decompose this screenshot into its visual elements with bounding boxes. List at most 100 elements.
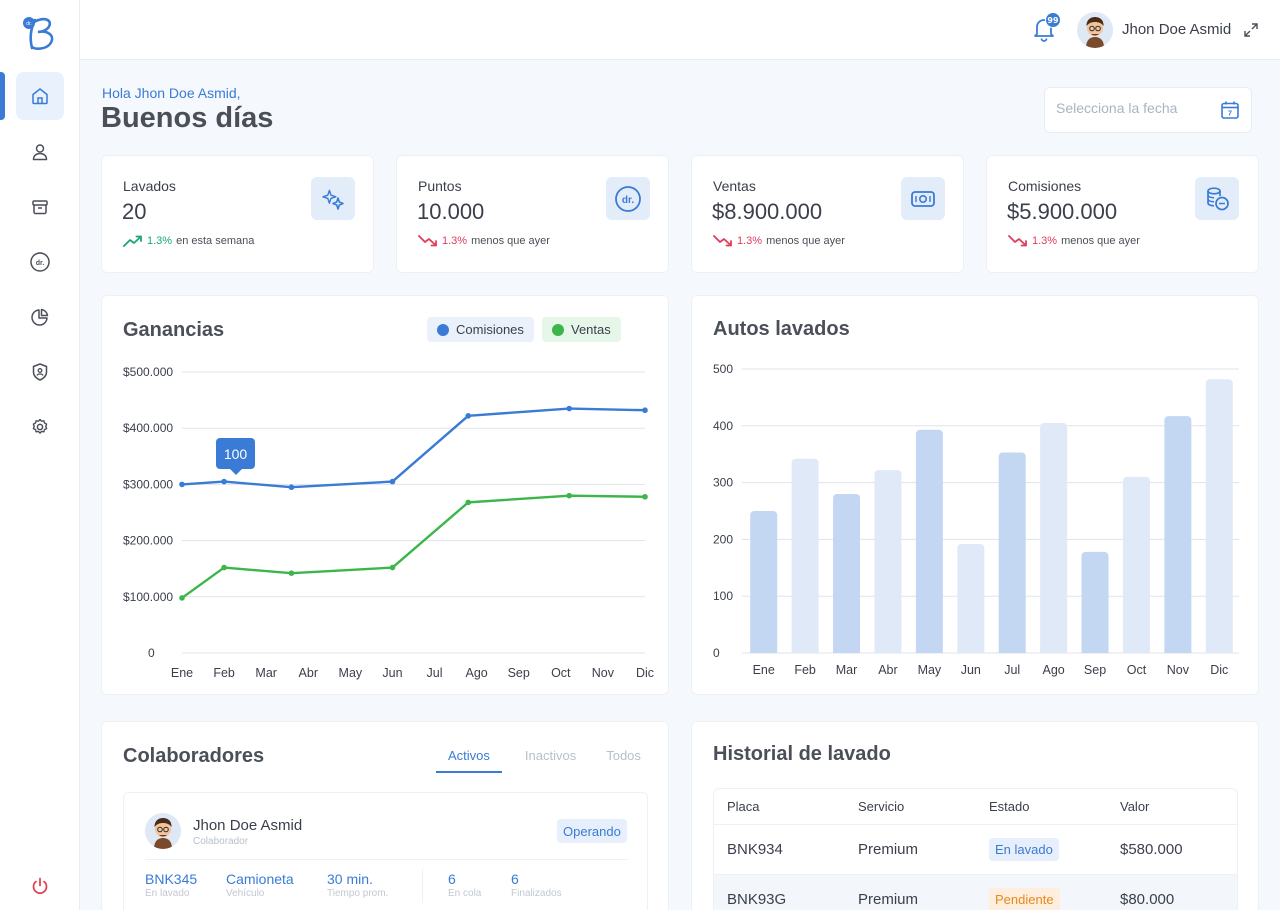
x-tick-label: Jun (961, 663, 981, 677)
stat-trend: 1.3% menos que ayer (1008, 235, 1140, 247)
dr-coin-icon: dr. (606, 177, 650, 220)
y-tick-label: 400 (713, 419, 733, 433)
cell-servicio: Premium (858, 891, 919, 908)
bar (750, 511, 778, 653)
table-header: Placa Servicio Estado Valor (714, 789, 1237, 825)
x-tick-label: Jun (382, 666, 402, 680)
x-tick-label: Feb (213, 666, 235, 680)
box-icon (32, 200, 48, 215)
greeting-hello: Hola Jhon Doe Asmid, (102, 85, 241, 101)
nav-security[interactable] (16, 348, 64, 396)
legend-ventas[interactable]: Ventas (542, 317, 621, 342)
y-tick-label: 0 (148, 646, 155, 660)
bar (1164, 416, 1192, 653)
x-tick-label: Sep (1084, 663, 1106, 677)
x-tick-label: May (339, 666, 363, 680)
date-picker[interactable]: 7 (1044, 87, 1252, 133)
stat-percent: 1.3% (1032, 235, 1058, 247)
bar (1122, 476, 1150, 653)
cell-placa: BNK934 (727, 841, 783, 858)
stat-trend: 1.3% menos que ayer (713, 235, 845, 247)
metric-queue: 6 En cola (448, 871, 481, 899)
x-tick-label: Ago (1043, 663, 1065, 677)
stat-value: $5.900.000 (1007, 199, 1118, 224)
date-input[interactable] (1056, 100, 1216, 116)
brand-b-logo-icon[interactable]: dr. (22, 14, 58, 52)
sparkle-icon (311, 177, 355, 220)
column-header[interactable]: Placa (727, 799, 760, 814)
y-tick-label: $100.000 (123, 590, 173, 604)
table-row[interactable]: BNK93G Premium Pendiente $80.000 (714, 875, 1237, 910)
column-header[interactable]: Servicio (858, 799, 905, 814)
x-tick-label: Oct (551, 666, 571, 680)
data-point (465, 413, 472, 419)
tab-todos[interactable]: Todos (606, 748, 641, 763)
stat-value: 20 (122, 199, 147, 224)
collaborator-name: Jhon Doe Asmid (193, 817, 303, 834)
logout-button[interactable] (28, 874, 52, 898)
gear-icon (32, 418, 48, 434)
nav-settings[interactable] (16, 403, 64, 451)
data-point (566, 405, 573, 412)
cell-valor: $580.000 (1120, 841, 1183, 858)
metric-value: BNK345 (145, 871, 198, 887)
metric-value: Camioneta (226, 871, 294, 887)
bar (833, 493, 861, 653)
stat-percent: 1.3% (147, 235, 173, 247)
nav-users[interactable] (16, 128, 64, 176)
bar (915, 429, 943, 653)
chart-tooltip: 100 (216, 438, 255, 475)
stat-label: Puntos (418, 178, 462, 194)
metric-label: Finalizados (511, 888, 562, 899)
user-name[interactable]: Jhon Doe Asmid (1122, 21, 1232, 38)
historial-card: Historial de lavado Placa Servicio Estad… (691, 721, 1259, 910)
tab-activos[interactable]: Activos (436, 748, 502, 773)
x-tick-label: Ene (753, 663, 775, 677)
collaborator-role: Colaborador (193, 836, 249, 847)
active-indicator (0, 72, 5, 120)
autos-title: Autos lavados (713, 318, 850, 340)
stat-trend-text: en esta semana (176, 235, 255, 247)
collaborator-card[interactable]: Jhon Doe Asmid Colaborador Operando BNK3… (123, 792, 648, 910)
legend-dot (437, 323, 449, 336)
nav-points[interactable]: dr. (16, 238, 64, 286)
stat-trend: 1.3% menos que ayer (418, 235, 550, 247)
bar (1205, 379, 1233, 653)
stat-value: 10.000 (417, 199, 485, 224)
y-tick-label: $200.000 (123, 534, 173, 548)
historial-table: Placa Servicio Estado Valor BNK934 Premi… (713, 788, 1238, 910)
bar (874, 470, 902, 653)
historial-title: Historial de lavado (713, 743, 891, 765)
colaboradores-card: Colaboradores Activos Inactivos Todos Jh… (101, 721, 669, 910)
calendar-icon[interactable]: 7 (1220, 100, 1240, 120)
svg-text:dr.: dr. (622, 195, 634, 206)
metric-value: 30 min. (327, 871, 373, 887)
nav-reports[interactable] (16, 293, 64, 341)
metric-finished: 6 Finalizados (511, 871, 562, 899)
tab-inactivos[interactable]: Inactivos (524, 748, 577, 763)
data-point (221, 478, 227, 485)
table-row[interactable]: BNK934 Premium En lavado $580.000 (714, 825, 1237, 875)
x-tick-label: May (918, 663, 942, 677)
ganancias-card: Ganancias Comisiones Ventas 0 $100.000 $20… (101, 295, 669, 695)
legend-comisiones[interactable]: Comisiones (427, 317, 534, 342)
expand-icon[interactable] (1244, 22, 1258, 37)
x-tick-label: Ago (466, 666, 488, 680)
metric-plate: BNK345 En lavado (145, 871, 197, 899)
nav-inventory[interactable] (16, 183, 64, 231)
data-point (566, 492, 573, 499)
avatar[interactable] (1077, 12, 1113, 48)
column-header[interactable]: Valor (1120, 799, 1150, 814)
notifications-badge: 99 (1045, 12, 1061, 28)
column-header[interactable]: Estado (989, 799, 1030, 814)
user-icon (32, 144, 48, 161)
trend-down-icon (418, 235, 437, 247)
status-badge: Operando (557, 819, 627, 843)
y-tick-label: $300.000 (123, 477, 173, 491)
colaboradores-title: Colaboradores (123, 745, 265, 767)
trend-down-icon (713, 235, 732, 247)
y-tick-label: 0 (713, 646, 720, 660)
status-badge: En lavado (989, 838, 1059, 861)
avatar (145, 813, 181, 849)
nav-home[interactable] (16, 72, 64, 120)
